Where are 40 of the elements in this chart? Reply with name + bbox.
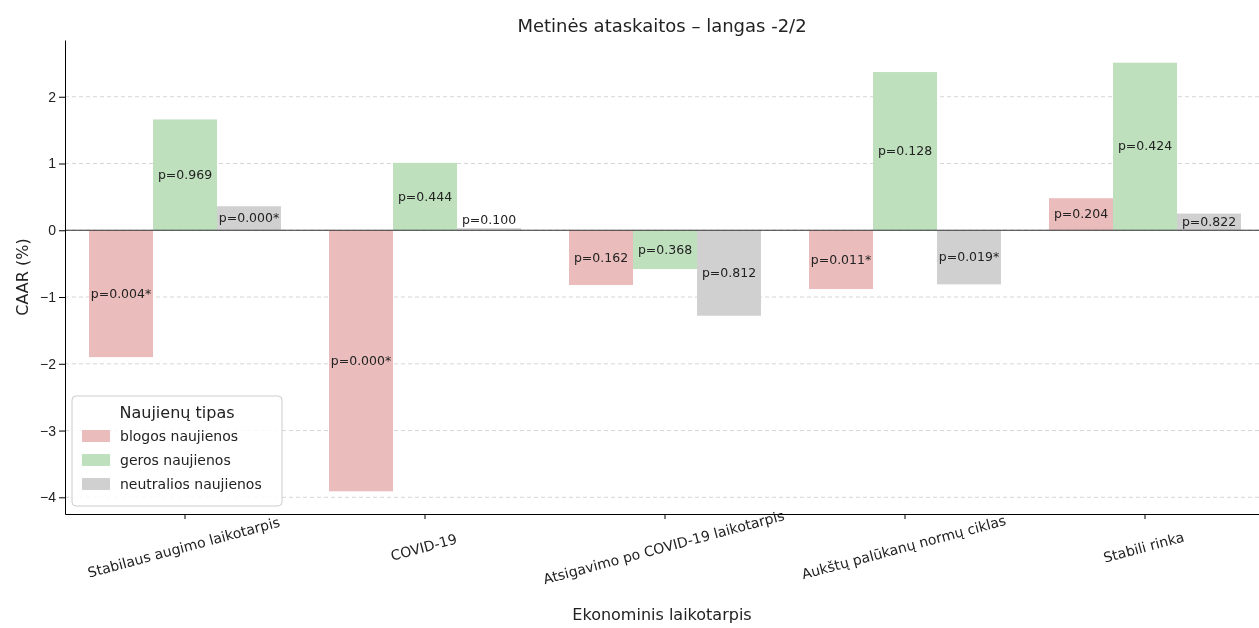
annotation: p=0.000* <box>330 352 392 368</box>
legend-label: neutralios naujienos <box>120 476 262 492</box>
y-tick-label: 1 <box>48 155 57 172</box>
chart-title: Metinės ataskaitos – langas -2/2 <box>517 15 807 36</box>
annotation: p=0.000* <box>218 210 280 226</box>
bar <box>873 72 937 231</box>
bar <box>1113 62 1177 231</box>
y-tick-label: 0 <box>48 222 57 239</box>
y-tick-label: −2 <box>40 355 57 372</box>
annotation: p=0.019* <box>938 249 1000 265</box>
bar <box>153 119 217 231</box>
legend-label: geros naujienos <box>120 452 231 468</box>
bar <box>329 230 393 492</box>
annotation: p=0.128 <box>877 143 933 159</box>
bar <box>809 230 873 290</box>
bar <box>393 162 457 231</box>
annotation: p=0.969 <box>157 166 213 182</box>
y-axis-title: CAAR (%) <box>13 238 32 316</box>
bar <box>89 230 153 358</box>
bar <box>569 230 633 286</box>
annotation: p=0.424 <box>1117 138 1173 154</box>
annotation: p=0.004* <box>90 285 152 301</box>
annotation: p=0.204 <box>1053 206 1109 222</box>
y-tick-label: −3 <box>40 422 57 439</box>
x-tick-label: Stabili rinka <box>1101 528 1186 566</box>
bar <box>457 228 521 231</box>
annotation: p=0.812 <box>701 264 757 280</box>
legend-title: Naujienų tipas <box>119 403 235 422</box>
annotation: p=0.822 <box>1181 213 1237 229</box>
annotation: p=0.444 <box>397 188 453 204</box>
x-axis-title: Ekonominis laikotarpis <box>572 605 752 624</box>
annotation: p=0.162 <box>573 249 629 265</box>
y-tick-label: −4 <box>40 489 57 506</box>
y-tick-label: −1 <box>40 289 57 306</box>
annotation: p=0.368 <box>637 241 693 257</box>
legend-label: blogos naujienos <box>120 428 238 444</box>
annotation: p=0.011* <box>810 251 872 267</box>
bar <box>937 230 1001 285</box>
annotation: p=0.100 <box>461 212 517 228</box>
y-tick-label: 2 <box>48 88 57 105</box>
